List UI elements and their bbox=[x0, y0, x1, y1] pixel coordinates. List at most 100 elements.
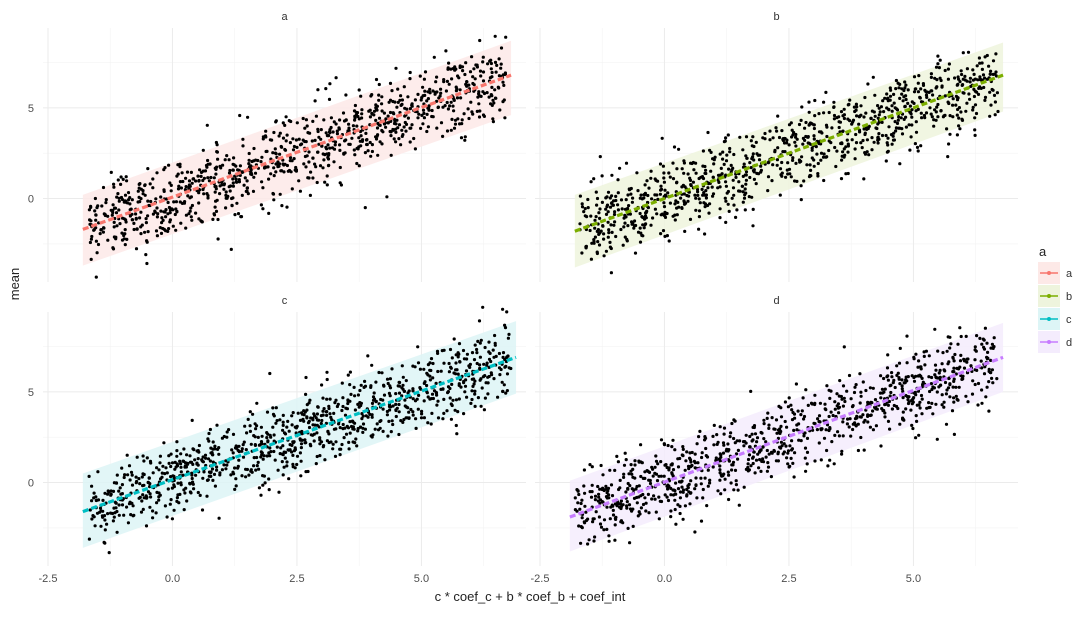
scatter-point bbox=[209, 175, 213, 180]
scatter-point bbox=[790, 439, 794, 443]
scatter-point bbox=[830, 126, 834, 130]
scatter-point bbox=[160, 475, 164, 479]
scatter-point bbox=[191, 177, 196, 181]
scatter-point bbox=[218, 473, 222, 477]
scatter-point bbox=[845, 389, 849, 393]
scatter-point bbox=[343, 151, 347, 155]
scatter-point bbox=[380, 109, 384, 113]
scatter-point bbox=[931, 93, 935, 97]
scatter-point bbox=[446, 390, 450, 394]
scatter-point bbox=[422, 416, 426, 420]
scatter-point bbox=[463, 384, 468, 388]
scatter-point bbox=[169, 452, 173, 456]
scatter-point bbox=[778, 427, 782, 431]
scatter-point bbox=[439, 121, 444, 125]
scatter-point bbox=[624, 161, 629, 165]
scatter-point bbox=[409, 407, 413, 412]
scatter-point bbox=[718, 425, 722, 429]
scatter-point bbox=[347, 126, 351, 130]
scatter-point bbox=[420, 113, 424, 117]
scatter-point bbox=[293, 446, 297, 450]
scatter-point bbox=[601, 224, 605, 228]
scatter-point bbox=[829, 389, 833, 393]
scatter-point bbox=[304, 165, 308, 169]
scatter-point bbox=[119, 175, 123, 179]
scatter-point bbox=[977, 56, 982, 60]
scatter-point bbox=[908, 110, 912, 114]
scatter-point bbox=[607, 539, 611, 543]
scatter-point bbox=[913, 142, 918, 146]
scatter-point bbox=[380, 102, 384, 106]
scatter-point bbox=[428, 378, 432, 382]
scatter-point bbox=[130, 473, 134, 477]
scatter-point bbox=[752, 177, 757, 181]
scatter-point bbox=[625, 237, 629, 241]
scatter-point bbox=[893, 106, 897, 110]
scatter-point bbox=[353, 103, 357, 108]
scatter-point bbox=[972, 87, 976, 91]
scatter-point bbox=[473, 404, 477, 408]
scatter-point bbox=[939, 78, 943, 83]
scatter-point bbox=[201, 178, 205, 183]
scatter-point bbox=[762, 418, 766, 422]
scatter-point bbox=[448, 104, 452, 108]
scatter-point bbox=[417, 112, 421, 116]
scatter-point bbox=[582, 468, 587, 472]
scatter-point bbox=[259, 442, 263, 446]
scatter-point bbox=[182, 459, 186, 463]
scatter-point bbox=[794, 132, 798, 137]
scatter-point bbox=[583, 504, 587, 508]
scatter-point bbox=[897, 86, 901, 90]
scatter-point bbox=[677, 205, 681, 209]
scatter-point bbox=[643, 223, 647, 227]
scatter-point bbox=[501, 351, 506, 355]
scatter-point bbox=[832, 462, 836, 466]
scatter-point bbox=[807, 100, 811, 104]
scatter-point bbox=[370, 415, 374, 419]
scatter-point bbox=[151, 509, 155, 513]
scatter-point bbox=[198, 493, 202, 497]
scatter-point bbox=[292, 144, 296, 149]
scatter-point bbox=[930, 115, 934, 119]
scatter-point bbox=[299, 459, 303, 463]
scatter-point bbox=[751, 461, 755, 466]
scatter-point bbox=[449, 128, 453, 132]
scatter-point bbox=[283, 123, 287, 127]
scatter-point bbox=[886, 378, 891, 382]
scatter-point bbox=[981, 337, 985, 341]
scatter-point bbox=[854, 141, 859, 145]
scatter-point bbox=[295, 462, 299, 467]
scatter-point bbox=[154, 197, 158, 201]
scatter-point bbox=[816, 417, 820, 421]
scatter-point bbox=[804, 134, 808, 139]
scatter-point bbox=[441, 134, 445, 138]
scatter-point bbox=[401, 387, 405, 391]
scatter-point bbox=[991, 346, 995, 350]
scatter-point bbox=[752, 168, 756, 172]
scatter-point bbox=[445, 129, 450, 133]
scatter-point bbox=[299, 446, 303, 450]
scatter-point bbox=[394, 122, 398, 126]
scatter-point bbox=[665, 465, 669, 470]
scatter-point bbox=[359, 134, 363, 138]
scatter-point bbox=[673, 507, 677, 512]
scatter-point bbox=[953, 76, 957, 80]
scatter-point bbox=[982, 347, 987, 351]
scatter-point bbox=[912, 391, 916, 395]
scatter-point bbox=[604, 249, 609, 253]
scatter-point bbox=[195, 461, 199, 465]
scatter-point bbox=[711, 434, 715, 438]
scatter-point bbox=[425, 99, 429, 103]
scatter-point bbox=[971, 78, 976, 82]
scatter-point bbox=[761, 445, 765, 449]
scatter-point bbox=[846, 417, 850, 421]
scatter-point bbox=[605, 203, 610, 207]
scatter-point bbox=[616, 191, 620, 195]
scatter-point bbox=[127, 464, 132, 468]
scatter-point bbox=[821, 155, 826, 159]
scatter-point bbox=[214, 140, 218, 145]
scatter-point bbox=[697, 176, 701, 181]
scatter-point bbox=[248, 424, 252, 428]
scatter-point bbox=[334, 122, 338, 126]
scatter-point bbox=[730, 463, 734, 467]
